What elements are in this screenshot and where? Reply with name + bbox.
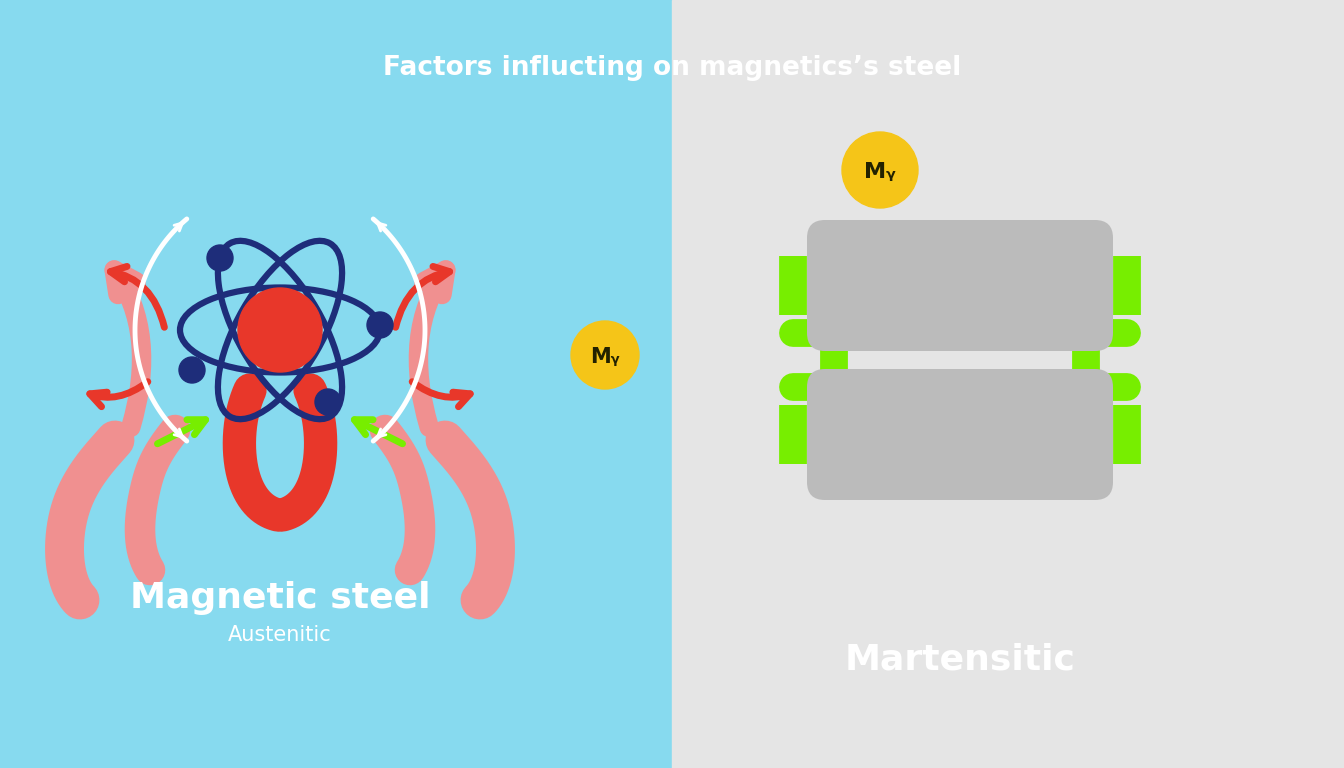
Circle shape: [238, 288, 323, 372]
Text: Martensitic: Martensitic: [844, 643, 1075, 677]
Bar: [672, 0, 1344, 768]
FancyBboxPatch shape: [806, 220, 1113, 351]
Circle shape: [841, 132, 918, 208]
Text: Austenitic: Austenitic: [228, 625, 332, 645]
Circle shape: [207, 245, 233, 271]
Text: Factors influcting on magnetics’s steel: Factors influcting on magnetics’s steel: [383, 55, 961, 81]
Bar: [0, 0, 672, 768]
Text: Mᵧ: Mᵧ: [590, 347, 620, 367]
Circle shape: [571, 321, 638, 389]
Circle shape: [367, 312, 392, 338]
Circle shape: [179, 357, 206, 383]
Text: Mᵧ: Mᵧ: [864, 162, 896, 182]
Text: Magnetic steel: Magnetic steel: [130, 581, 430, 615]
FancyBboxPatch shape: [806, 369, 1113, 500]
Circle shape: [314, 389, 341, 415]
